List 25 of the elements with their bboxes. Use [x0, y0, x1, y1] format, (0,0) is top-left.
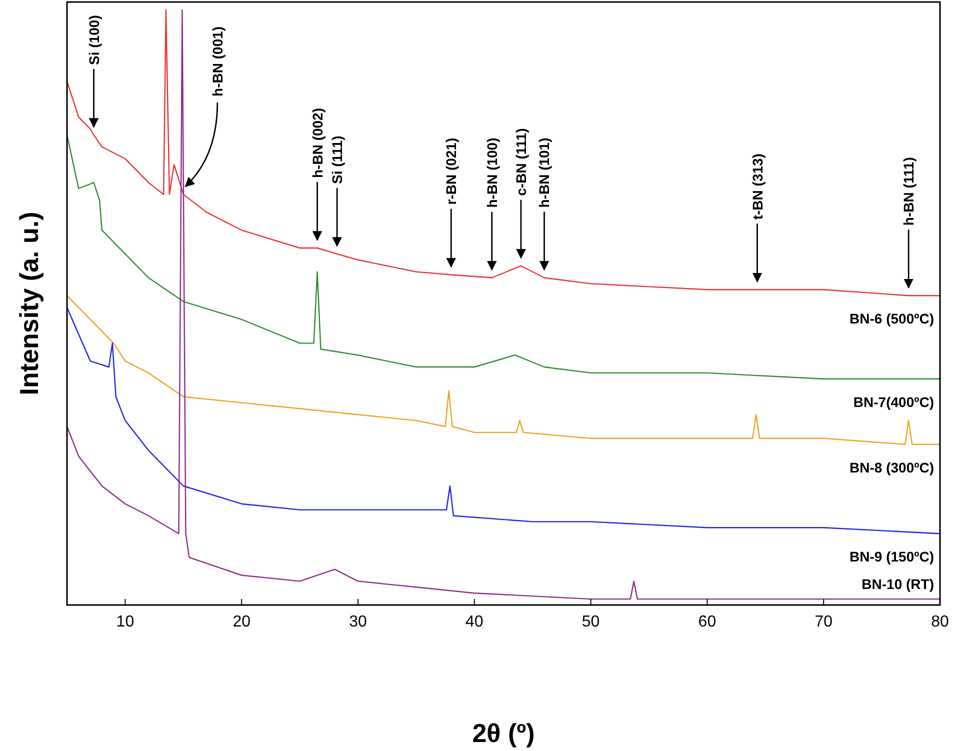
series-label: BN-9 (150ºC)	[850, 548, 934, 565]
annotation: h-BN (111)	[900, 157, 917, 226]
annotation: c-BN (111)	[512, 128, 529, 196]
x-tick-label: 60	[698, 613, 716, 630]
annotation: h-BN (101)	[536, 138, 552, 208]
annotation: t-BN (313)	[749, 154, 766, 220]
series-label: BN-7(400ºC)	[853, 394, 934, 410]
annotation: r-BN (021)	[443, 138, 460, 205]
annotation: h-BN (002)	[309, 108, 326, 178]
y-axis-title: Intensity (a. u.)	[14, 212, 44, 396]
series-label: BN-8 (300ºC)	[850, 459, 934, 476]
x-tick-label: 80	[931, 613, 949, 630]
x-tick-label: 50	[582, 613, 600, 630]
annotation: h-BN (100)	[484, 138, 500, 208]
x-tick-label: 70	[814, 613, 833, 630]
series-label: BN-6 (500ºC)	[850, 310, 934, 327]
x-axis-title: 2θ (º)	[472, 718, 535, 748]
annotation: Si (111)	[329, 136, 346, 184]
x-tick-label: 20	[232, 613, 251, 630]
annotation: h-BN (001)	[209, 26, 226, 96]
series-label: BN-10 (RT)	[862, 576, 934, 592]
annotation: Si (100)	[86, 15, 102, 65]
x-tick-label: 30	[349, 613, 367, 630]
x-tick-label: 40	[466, 613, 484, 630]
x-tick-label: 10	[116, 613, 134, 630]
